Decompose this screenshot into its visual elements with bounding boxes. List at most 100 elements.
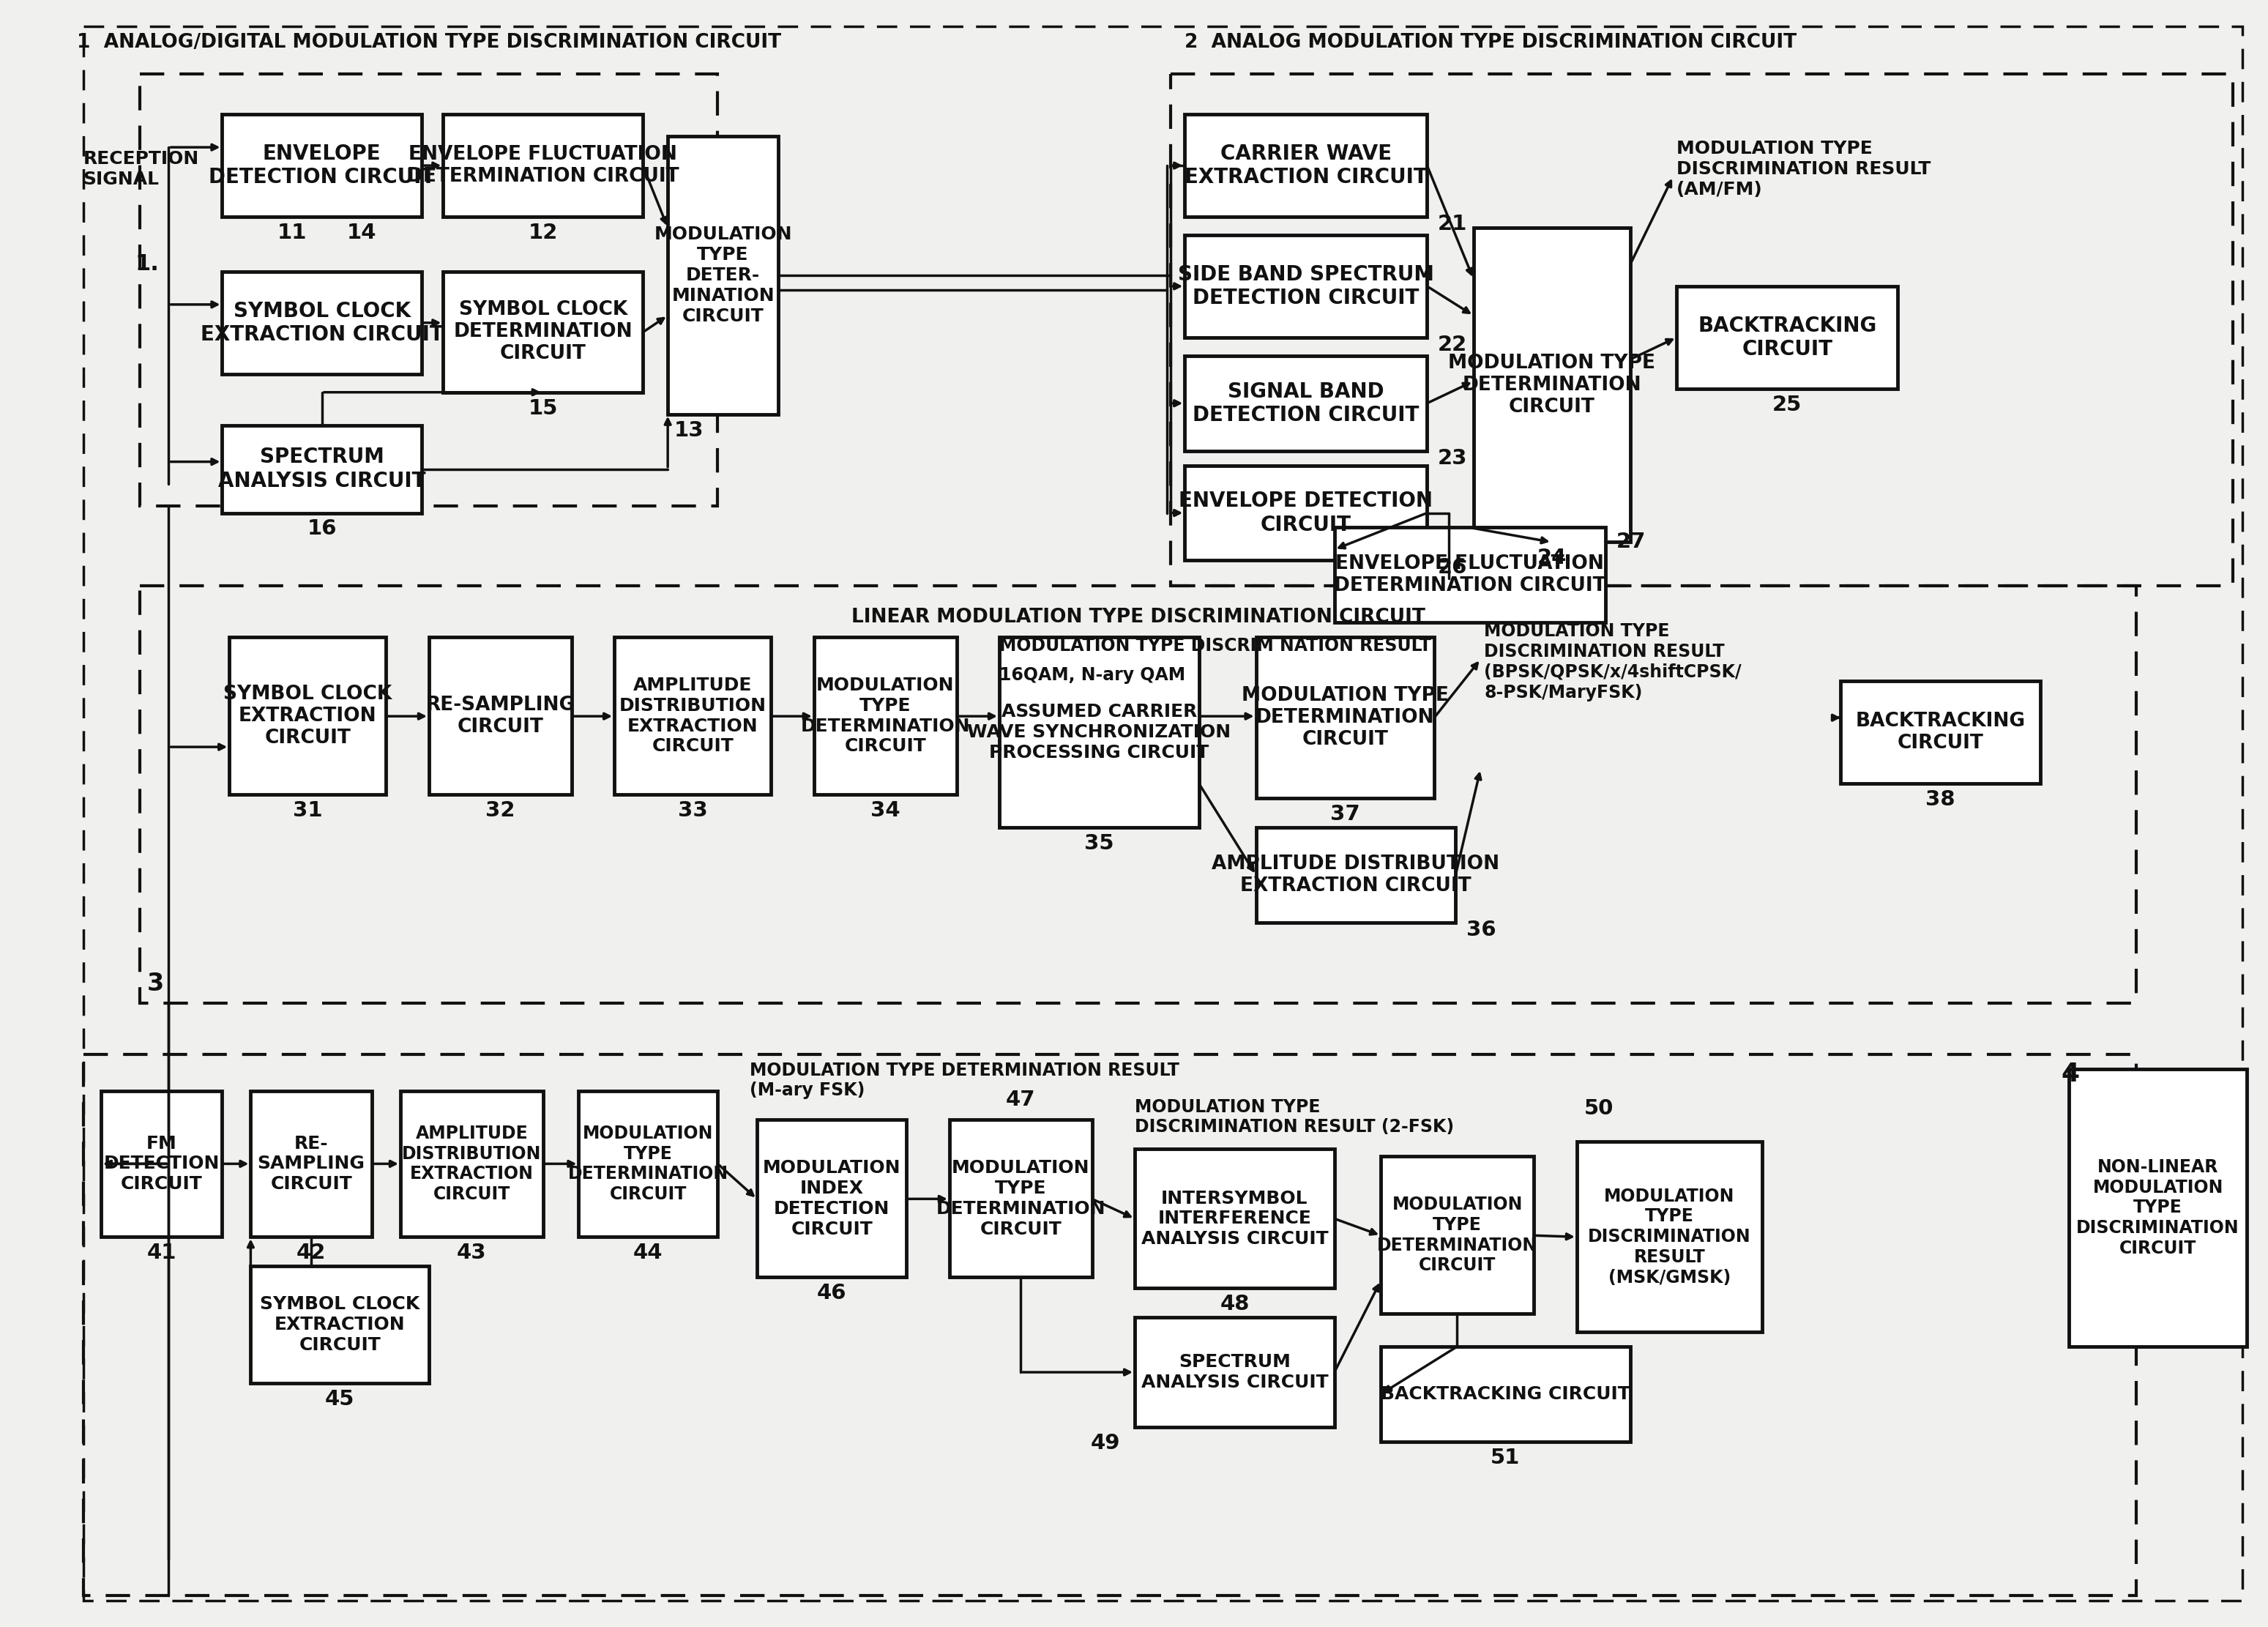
Text: 37: 37 [1329, 804, 1361, 825]
Text: ASSUMED CARRIER
WAVE SYNCHRONIZATION
PROCESSING CIRCUIT: ASSUMED CARRIER WAVE SYNCHRONIZATION PRO… [966, 703, 1232, 761]
Text: MODULATION TYPE
DETERMINATION
CIRCUIT: MODULATION TYPE DETERMINATION CIRCUIT [1241, 687, 1449, 748]
Text: MODULATION TYPE
DISCRIMINATION RESULT (2-FSK): MODULATION TYPE DISCRIMINATION RESULT (2… [1134, 1098, 1454, 1136]
Text: 48: 48 [1220, 1293, 1250, 1315]
FancyBboxPatch shape [1256, 828, 1456, 923]
FancyBboxPatch shape [1134, 1149, 1334, 1289]
Text: 26: 26 [1438, 558, 1467, 578]
Text: MODULATION
INDEX
DETECTION
CIRCUIT: MODULATION INDEX DETECTION CIRCUIT [762, 1158, 900, 1238]
FancyBboxPatch shape [1000, 638, 1200, 828]
Text: FM
DETECTION
CIRCUIT: FM DETECTION CIRCUIT [104, 1134, 220, 1193]
Text: 31: 31 [293, 800, 322, 822]
Text: MODULATION TYPE DETERMINATION RESULT
(M-ary FSK): MODULATION TYPE DETERMINATION RESULT (M-… [751, 1061, 1179, 1100]
Text: AMPLITUDE
DISTRIBUTION
EXTRACTION
CIRCUIT: AMPLITUDE DISTRIBUTION EXTRACTION CIRCUI… [401, 1124, 542, 1202]
FancyBboxPatch shape [578, 1090, 717, 1237]
Text: 43: 43 [456, 1243, 488, 1263]
FancyBboxPatch shape [429, 638, 572, 794]
FancyBboxPatch shape [442, 114, 642, 216]
Text: LINEAR MODULATION TYPE DISCRIMINATION CIRCUIT: LINEAR MODULATION TYPE DISCRIMINATION CI… [850, 608, 1424, 626]
Text: 36: 36 [1467, 919, 1497, 940]
FancyBboxPatch shape [222, 425, 422, 513]
Text: 24: 24 [1538, 548, 1567, 568]
FancyBboxPatch shape [814, 638, 957, 794]
FancyBboxPatch shape [102, 1090, 222, 1237]
Text: 12: 12 [528, 223, 558, 242]
Text: 50: 50 [1583, 1098, 1613, 1118]
Text: MODULATION TYPE
DETERMINATION
CIRCUIT: MODULATION TYPE DETERMINATION CIRCUIT [1449, 353, 1656, 417]
Text: 49: 49 [1091, 1433, 1120, 1453]
Text: ENVELOPE FLUCTUATION
DETERMINATION CIRCUIT: ENVELOPE FLUCTUATION DETERMINATION CIRCU… [406, 145, 678, 185]
Text: MODULATION TYPE
DISCRIMINATION RESULT
(AM/FM): MODULATION TYPE DISCRIMINATION RESULT (A… [1676, 140, 1930, 198]
Text: MODULATION
TYPE
DETERMINATION
CIRCUIT: MODULATION TYPE DETERMINATION CIRCUIT [801, 677, 971, 755]
FancyBboxPatch shape [1576, 1142, 1762, 1333]
Text: SYMBOL CLOCK
EXTRACTION
CIRCUIT: SYMBOL CLOCK EXTRACTION CIRCUIT [225, 685, 392, 747]
FancyBboxPatch shape [222, 272, 422, 374]
Text: AMPLITUDE
DISTRIBUTION
EXTRACTION
CIRCUIT: AMPLITUDE DISTRIBUTION EXTRACTION CIRCUI… [619, 677, 767, 755]
FancyBboxPatch shape [401, 1090, 542, 1237]
Text: MODULATION
TYPE
DETERMINATION
CIRCUIT: MODULATION TYPE DETERMINATION CIRCUIT [1377, 1196, 1538, 1274]
FancyBboxPatch shape [1474, 228, 1631, 542]
Text: SYMBOL CLOCK
EXTRACTION CIRCUIT: SYMBOL CLOCK EXTRACTION CIRCUIT [200, 301, 445, 345]
Text: SIDE BAND SPECTRUM
DETECTION CIRCUIT: SIDE BAND SPECTRUM DETECTION CIRCUIT [1177, 264, 1433, 309]
Text: 51: 51 [1490, 1448, 1520, 1468]
Text: MODULATION
TYPE
DISCRIMINATION
RESULT
(MSK/GMSK): MODULATION TYPE DISCRIMINATION RESULT (M… [1588, 1188, 1751, 1287]
Text: ENVELOPE DETECTION
CIRCUIT: ENVELOPE DETECTION CIRCUIT [1179, 491, 1433, 535]
Text: 46: 46 [816, 1284, 846, 1303]
Text: 44: 44 [633, 1243, 662, 1263]
FancyBboxPatch shape [950, 1119, 1091, 1277]
FancyBboxPatch shape [252, 1266, 429, 1383]
Text: 11: 11 [277, 223, 306, 242]
Text: 47: 47 [1005, 1088, 1036, 1110]
Text: RECEPTION
SIGNAL: RECEPTION SIGNAL [84, 150, 200, 189]
Text: SYMBOL CLOCK
EXTRACTION
CIRCUIT: SYMBOL CLOCK EXTRACTION CIRCUIT [261, 1295, 420, 1354]
FancyBboxPatch shape [758, 1119, 907, 1277]
Text: NON-LINEAR
MODULATION
TYPE
DISCRIMINATION
CIRCUIT: NON-LINEAR MODULATION TYPE DISCRIMINATIO… [2077, 1158, 2239, 1258]
Text: 34: 34 [871, 800, 900, 822]
FancyBboxPatch shape [2068, 1069, 2248, 1347]
FancyBboxPatch shape [229, 638, 386, 794]
Text: MODULATION
TYPE
DETER-
MINATION
CIRCUIT: MODULATION TYPE DETER- MINATION CIRCUIT [653, 226, 792, 325]
Text: 14: 14 [347, 223, 376, 242]
Text: RE-SAMPLING
CIRCUIT: RE-SAMPLING CIRCUIT [426, 695, 576, 737]
Text: 2  ANALOG MODULATION TYPE DISCRIMINATION CIRCUIT: 2 ANALOG MODULATION TYPE DISCRIMINATION … [1184, 33, 1796, 52]
Text: 45: 45 [324, 1389, 354, 1409]
Text: 16QAM, N-ary QAM: 16QAM, N-ary QAM [1000, 667, 1186, 683]
Text: 38: 38 [1926, 789, 1955, 810]
Text: BACKTRACKING
CIRCUIT: BACKTRACKING CIRCUIT [1855, 713, 2025, 753]
Text: BACKTRACKING
CIRCUIT: BACKTRACKING CIRCUIT [1699, 316, 1876, 360]
Text: 41: 41 [147, 1243, 177, 1263]
Text: BACKTRACKING CIRCUIT: BACKTRACKING CIRCUIT [1381, 1385, 1631, 1402]
FancyBboxPatch shape [1334, 527, 1606, 623]
Text: MODULATION TYPE
DISCRIMINATION RESULT
(BPSK/QPSK/x/4shiftCPSK/
8-PSK/MaryFSK): MODULATION TYPE DISCRIMINATION RESULT (B… [1483, 623, 1742, 701]
FancyBboxPatch shape [1184, 356, 1427, 451]
Text: ENVELOPE
DETECTION CIRCUIT: ENVELOPE DETECTION CIRCUIT [209, 143, 435, 187]
FancyBboxPatch shape [1184, 465, 1427, 560]
FancyBboxPatch shape [222, 114, 422, 216]
FancyBboxPatch shape [667, 137, 778, 415]
Text: SPECTRUM
ANALYSIS CIRCUIT: SPECTRUM ANALYSIS CIRCUIT [218, 447, 426, 491]
Text: 4: 4 [2062, 1061, 2080, 1087]
Text: 25: 25 [1771, 394, 1801, 415]
FancyBboxPatch shape [1184, 114, 1427, 216]
Text: AMPLITUDE DISTRIBUTION
EXTRACTION CIRCUIT: AMPLITUDE DISTRIBUTION EXTRACTION CIRCUI… [1211, 854, 1499, 895]
Text: 32: 32 [485, 800, 515, 822]
Text: 23: 23 [1438, 447, 1467, 469]
Text: 1.: 1. [136, 254, 159, 275]
Text: MODULATION
TYPE
DETERMINATION
CIRCUIT: MODULATION TYPE DETERMINATION CIRCUIT [937, 1158, 1105, 1238]
Text: INTERSYMBOL
INTERFERENCE
ANALYSIS CIRCUIT: INTERSYMBOL INTERFERENCE ANALYSIS CIRCUI… [1141, 1189, 1329, 1248]
Text: MODULATION
TYPE
DETERMINATION
CIRCUIT: MODULATION TYPE DETERMINATION CIRCUIT [567, 1124, 728, 1202]
FancyBboxPatch shape [1184, 234, 1427, 337]
FancyBboxPatch shape [252, 1090, 372, 1237]
Text: CARRIER WAVE
EXTRACTION CIRCUIT: CARRIER WAVE EXTRACTION CIRCUIT [1184, 143, 1427, 187]
FancyBboxPatch shape [1381, 1347, 1631, 1442]
Text: 16: 16 [306, 519, 336, 539]
Text: 27: 27 [1617, 532, 1647, 553]
FancyBboxPatch shape [1134, 1318, 1334, 1427]
FancyBboxPatch shape [1256, 638, 1433, 799]
Text: 15: 15 [528, 399, 558, 418]
Text: ENVELOPE FLUCTUATION
DETERMINATION CIRCUIT: ENVELOPE FLUCTUATION DETERMINATION CIRCU… [1334, 555, 1606, 595]
Text: 21: 21 [1438, 213, 1467, 234]
FancyBboxPatch shape [1842, 682, 2041, 784]
Text: 33: 33 [678, 800, 708, 822]
Text: 35: 35 [1084, 833, 1114, 854]
FancyBboxPatch shape [1676, 286, 1898, 389]
